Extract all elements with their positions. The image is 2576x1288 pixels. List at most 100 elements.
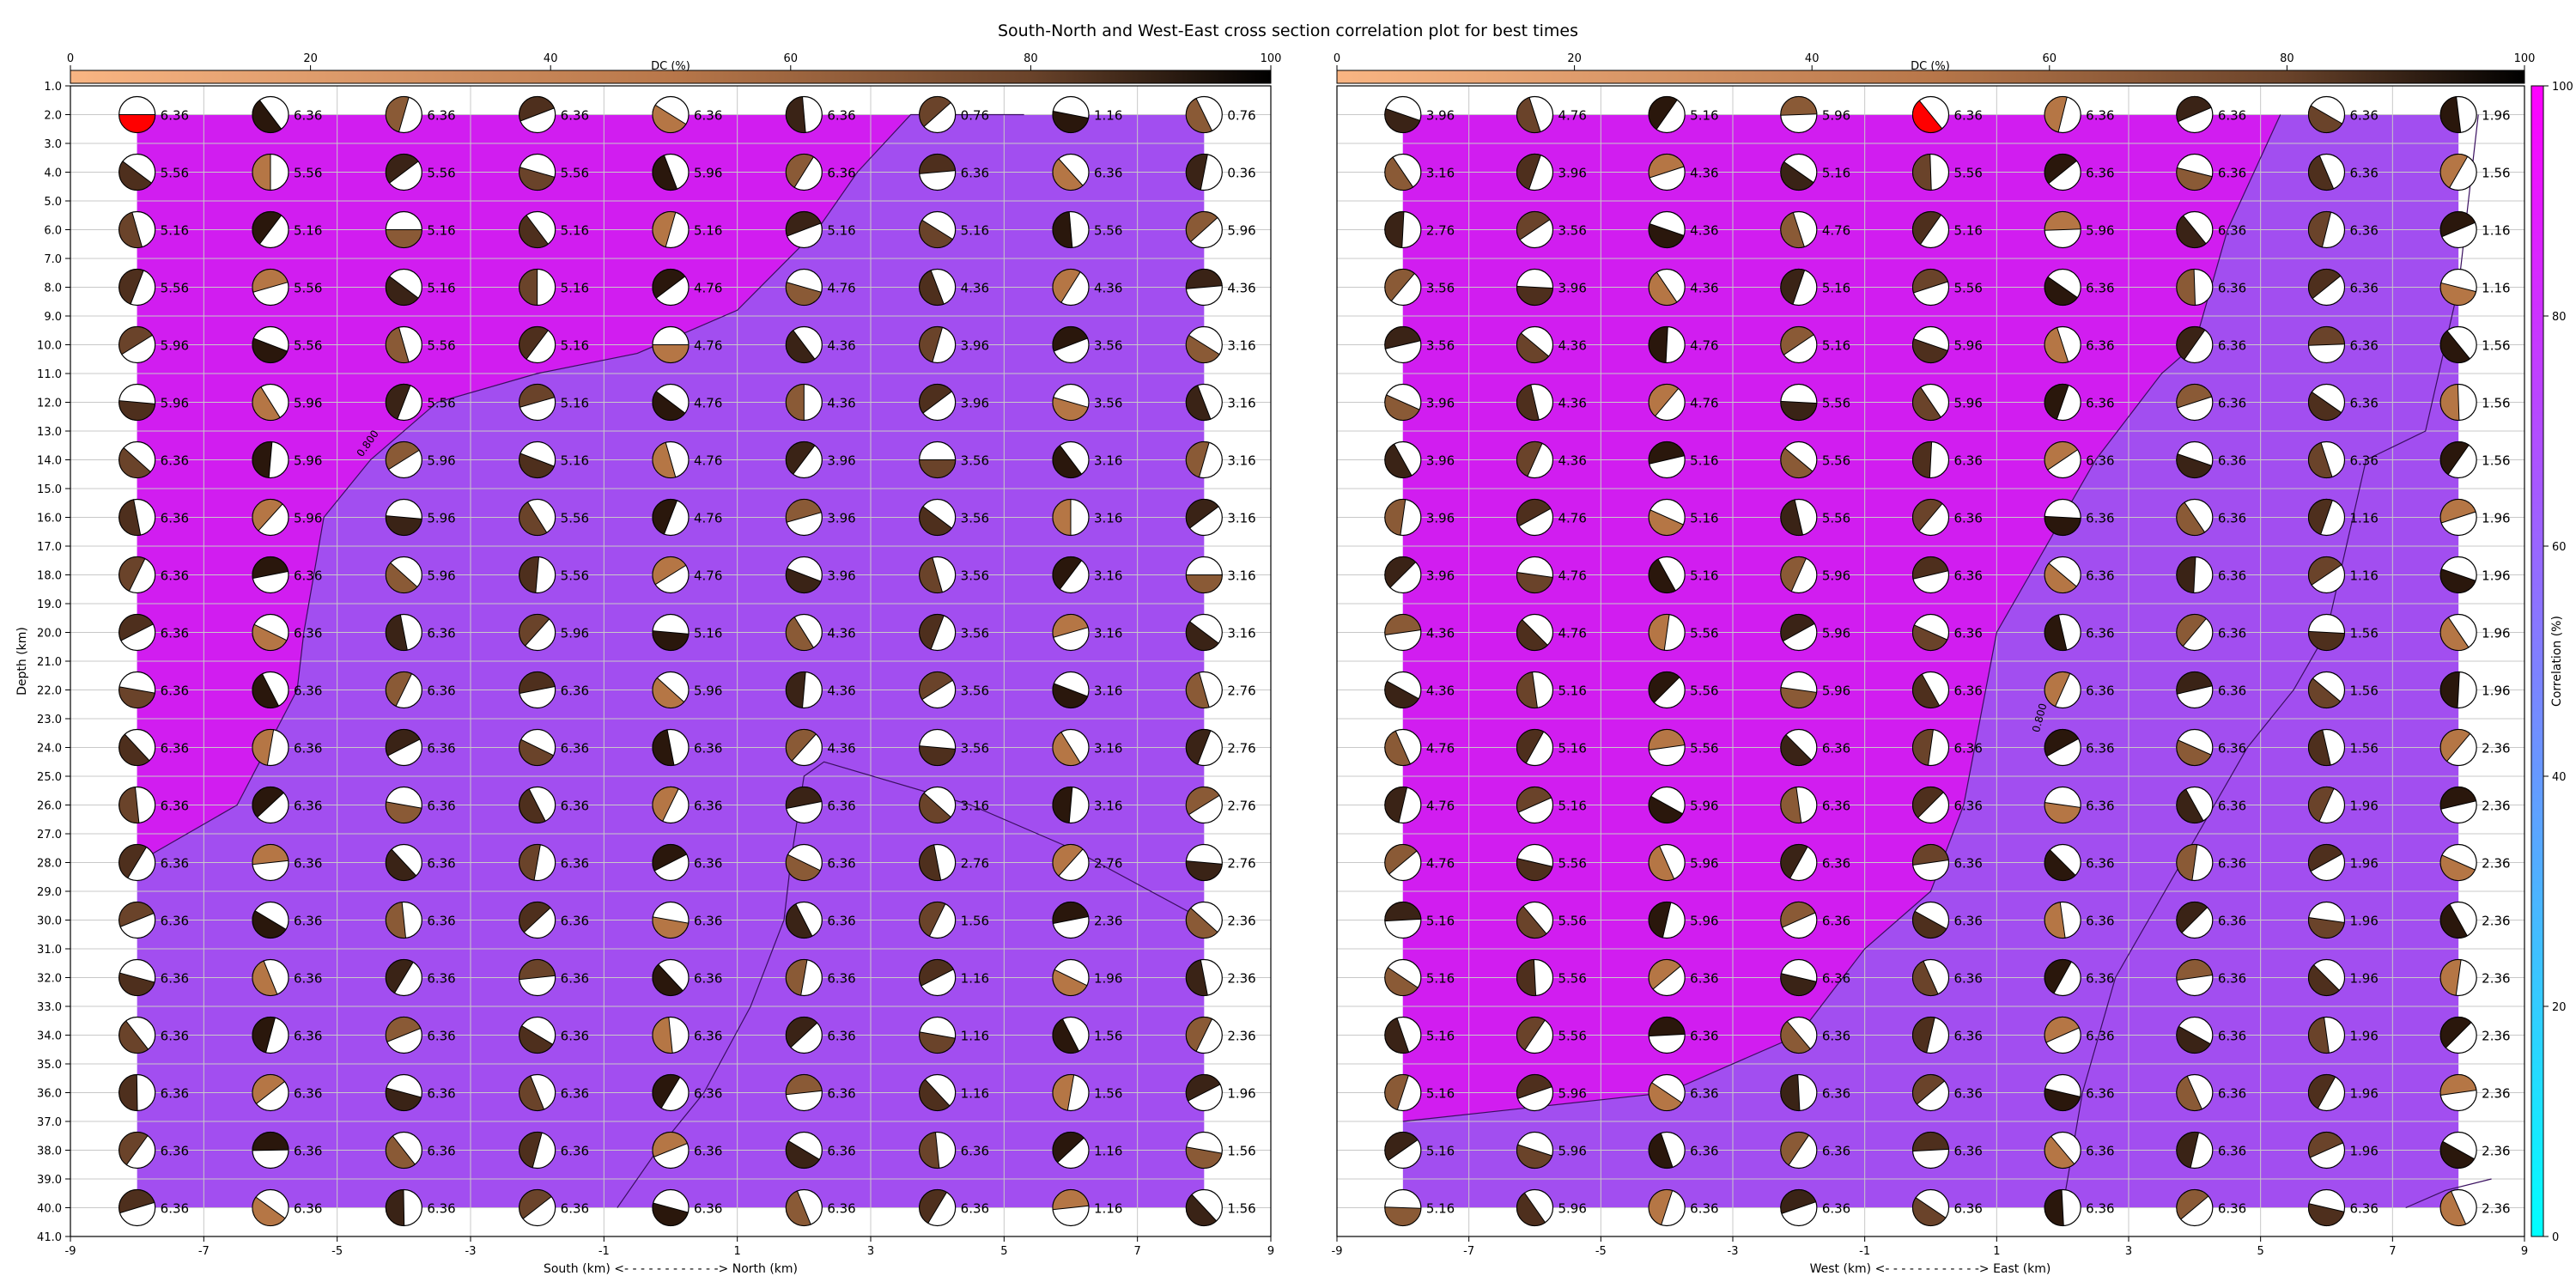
beachball	[652, 613, 690, 652]
beachball-quadrant	[1052, 732, 1081, 766]
beachball-quadrant	[919, 326, 944, 363]
beachball	[118, 95, 156, 134]
time-label: 5.56	[561, 511, 589, 526]
time-label: 6.36	[2218, 856, 2246, 872]
beachball-quadrant	[652, 916, 690, 939]
y-tick-label: 19.0	[37, 598, 62, 611]
beachball-quadrant	[1185, 621, 1219, 651]
beachball	[1185, 958, 1223, 997]
beachball-quadrant	[519, 614, 550, 647]
corr-tick-label: 40	[2552, 771, 2567, 784]
beachball	[652, 958, 690, 997]
beachball-quadrant	[1185, 787, 1220, 816]
time-label: 6.36	[827, 108, 855, 124]
beachball-quadrant	[385, 848, 417, 881]
beachball-quadrant	[2439, 154, 2469, 189]
beachball	[118, 901, 156, 939]
beachball	[2307, 728, 2346, 767]
beachball-quadrant	[1912, 499, 1943, 532]
beachball	[652, 728, 690, 767]
time-label: 5.16	[1822, 281, 1850, 296]
time-label: 5.96	[1954, 338, 1983, 354]
beachball	[385, 1073, 422, 1112]
contour-line	[2062, 114, 2479, 1208]
corr-tick-label: 100	[2552, 81, 2573, 94]
beachball	[2044, 440, 2081, 479]
time-label: 6.36	[827, 971, 855, 987]
beachball-quadrant	[1186, 1017, 1213, 1053]
beachball	[2307, 1188, 2346, 1227]
beachball-quadrant	[252, 787, 285, 818]
beachball	[1052, 901, 1090, 939]
beachball-quadrant	[1780, 1020, 1812, 1054]
time-label: 3.96	[827, 453, 855, 469]
time-label: 6.36	[2218, 453, 2246, 469]
beachball	[2176, 958, 2214, 997]
beachball-quadrant	[1516, 572, 1553, 593]
beachball	[1185, 671, 1223, 709]
beachball-quadrant	[919, 459, 957, 478]
beachball-quadrant	[1780, 326, 1814, 355]
beachball	[1911, 383, 1950, 422]
time-label: 5.96	[1558, 1144, 1587, 1159]
beachball-quadrant	[1912, 269, 1949, 294]
beachball	[385, 383, 422, 422]
time-label: 5.56	[1690, 626, 1718, 641]
time-label: 6.36	[2086, 799, 2114, 814]
beachball	[1911, 95, 1950, 134]
x-tick-label: -7	[198, 1245, 210, 1258]
time-label: 5.96	[1822, 683, 1850, 699]
beachball	[519, 383, 556, 422]
time-label: 6.36	[561, 108, 589, 124]
time-label: 0.36	[1227, 166, 1255, 181]
time-label: 5.96	[694, 683, 722, 699]
beachball	[252, 383, 289, 422]
dc-colorbar-right-gradient	[1336, 70, 2525, 84]
beachball	[118, 671, 156, 709]
time-label: 5.56	[161, 166, 189, 181]
time-label: 3.56	[1094, 396, 1122, 411]
beachball-quadrant	[519, 326, 550, 360]
beachball	[2176, 728, 2214, 767]
beachball	[1648, 153, 1686, 191]
beachball-quadrant	[2439, 671, 2460, 708]
beachball	[652, 383, 690, 422]
time-label: 6.36	[827, 914, 855, 929]
beachball-quadrant	[652, 844, 688, 872]
beachball-quadrant	[2308, 630, 2346, 651]
time-label: 2.76	[1227, 799, 1255, 814]
time-label: 6.36	[694, 1086, 722, 1102]
time-label: 5.16	[1822, 338, 1850, 354]
beachball	[1052, 843, 1090, 882]
beachball-quadrant	[118, 447, 151, 478]
time-label: 6.36	[161, 108, 189, 124]
time-label: 5.56	[1558, 1029, 1587, 1044]
time-label: 5.16	[1426, 1201, 1455, 1217]
time-label: 6.36	[1954, 626, 1983, 641]
time-label: 6.36	[827, 799, 855, 814]
beachball	[2307, 95, 2346, 134]
beachball-quadrant	[118, 733, 150, 766]
time-label: 1.96	[2482, 683, 2510, 699]
beachball-quadrant	[785, 383, 805, 422]
time-label: 6.36	[561, 914, 589, 929]
beachball	[1185, 901, 1223, 939]
time-label: 6.36	[1954, 453, 1983, 469]
time-label: 2.76	[1094, 856, 1122, 872]
beachball	[2439, 613, 2477, 652]
time-label: 4.76	[1690, 396, 1718, 411]
correlation-colorbar-gradient	[2530, 85, 2544, 1237]
time-label: 5.56	[161, 281, 189, 296]
time-label: 5.16	[1690, 108, 1718, 124]
time-label: 6.36	[161, 453, 189, 469]
beachball	[1516, 325, 1554, 364]
beachball	[1648, 613, 1686, 652]
time-label: 6.36	[294, 1086, 322, 1102]
beachball-quadrant	[2308, 391, 2342, 421]
beachball-quadrant	[919, 270, 945, 306]
y-tick-label: 34.0	[37, 1030, 62, 1043]
time-label: 6.36	[2218, 166, 2246, 181]
time-label: 6.36	[561, 799, 589, 814]
beachball	[785, 210, 823, 249]
